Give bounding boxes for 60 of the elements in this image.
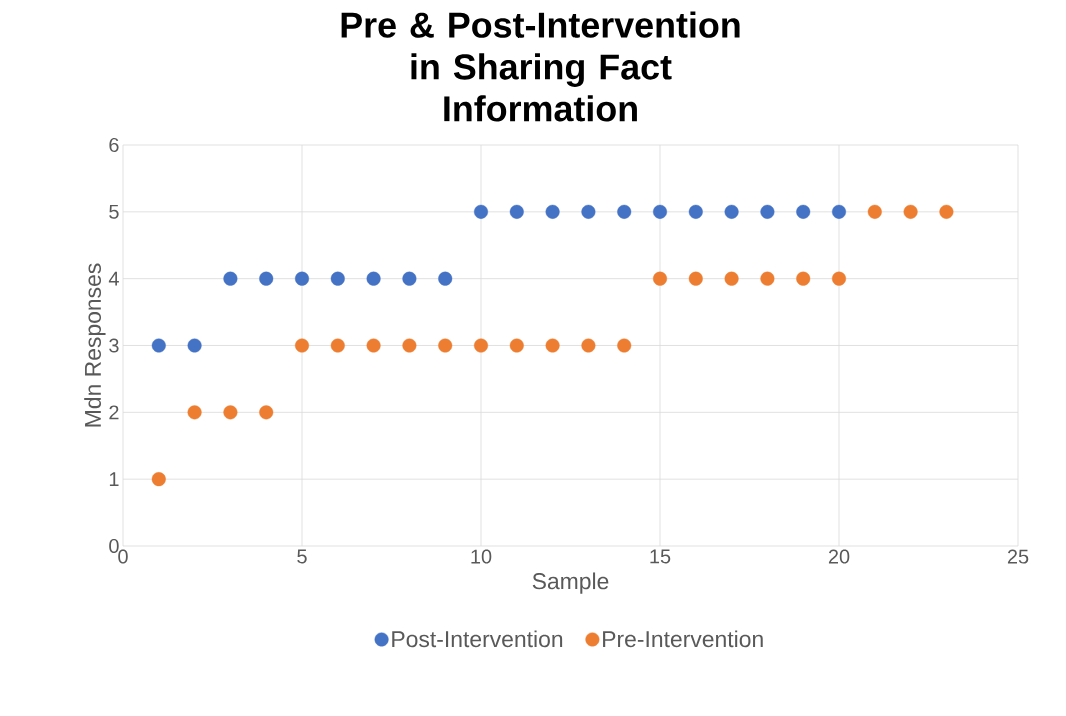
point — [509, 338, 524, 353]
legend-label: Post-Intervention — [392, 630, 563, 648]
point — [259, 405, 274, 420]
point — [402, 338, 417, 353]
point — [724, 271, 739, 286]
legend-label: Pre-Intervention — [603, 630, 763, 648]
point — [867, 204, 882, 219]
y-tick-label: 1 — [109, 472, 119, 487]
point — [402, 271, 417, 286]
point — [545, 204, 560, 219]
point — [760, 204, 775, 219]
point — [223, 405, 238, 420]
x-tick-label: 5 — [297, 549, 307, 564]
y-tick-label: 2 — [109, 405, 119, 420]
y-tick-label: 0 — [109, 538, 119, 554]
x-tick-label: 25 — [1007, 549, 1029, 564]
point — [330, 271, 345, 286]
point — [295, 338, 309, 353]
point — [760, 271, 775, 286]
point — [509, 204, 524, 219]
point — [724, 204, 739, 219]
point — [187, 405, 202, 420]
y-tick-label: 5 — [109, 204, 119, 219]
x-tick-label: 15 — [650, 549, 671, 564]
point — [903, 204, 918, 219]
point — [545, 338, 560, 353]
point — [688, 271, 703, 286]
y-axis-title: Mdn Responses — [84, 263, 106, 427]
point — [796, 271, 811, 286]
point — [295, 271, 309, 286]
point — [617, 204, 632, 219]
y-tick-label: 4 — [108, 271, 119, 286]
y-tick-label: 3 — [109, 338, 119, 353]
point — [581, 204, 596, 219]
point — [366, 338, 381, 353]
point — [474, 338, 488, 353]
point — [796, 204, 811, 219]
point — [151, 472, 166, 487]
chart-title: Pre & Post-Intervention in Sharing Fact Information — [341, 11, 740, 122]
point — [581, 338, 596, 353]
point — [151, 338, 166, 353]
point — [617, 338, 632, 353]
x-axis-title: Sample — [532, 572, 609, 594]
point — [653, 271, 667, 286]
point — [366, 271, 381, 286]
x-tick-label: 20 — [828, 549, 850, 564]
point — [259, 271, 274, 286]
point — [939, 204, 954, 219]
point — [688, 204, 703, 219]
point — [438, 271, 453, 286]
x-tick-label: 10 — [471, 549, 492, 564]
point — [223, 271, 238, 286]
point — [438, 338, 453, 353]
point — [832, 204, 847, 219]
point — [187, 338, 202, 353]
point — [653, 204, 667, 219]
y-tick-label: 6 — [109, 137, 119, 153]
point — [330, 338, 345, 353]
point — [832, 271, 847, 286]
point — [474, 204, 488, 219]
